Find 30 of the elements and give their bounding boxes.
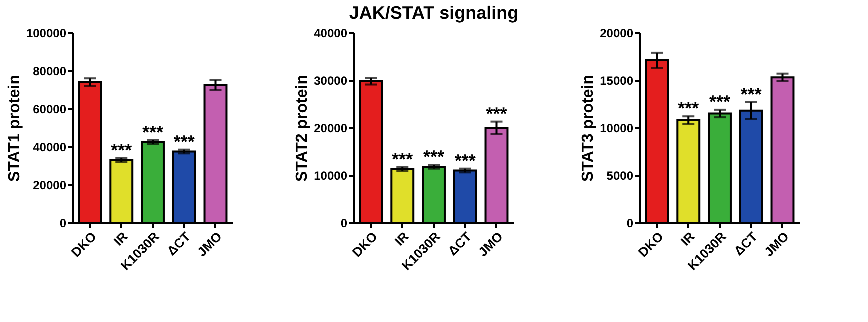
y-tick-label: 0 <box>60 216 67 230</box>
annotation: *** <box>709 92 731 112</box>
annotation: *** <box>174 132 195 152</box>
y-tick-label: 40000 <box>33 140 67 154</box>
annotation: *** <box>111 140 132 160</box>
chart-title: JAK/STAT signaling <box>349 3 519 23</box>
y-tick-label: 40000 <box>314 26 348 40</box>
y-tick-label: 30000 <box>314 74 348 88</box>
y-tick-label: 20000 <box>33 178 67 192</box>
annotation: *** <box>142 122 164 142</box>
y-tick-label: 10000 <box>314 169 348 183</box>
annotation: *** <box>740 84 762 104</box>
y-tick-label: 0 <box>626 216 634 230</box>
y-tick-label: 20000 <box>314 122 348 136</box>
y-tick-label: 100000 <box>26 26 67 40</box>
annotation: *** <box>392 149 414 170</box>
y-axis-title: STAT3 protein <box>580 75 598 182</box>
y-tick-label: 20000 <box>600 26 634 40</box>
y-tick-label: 0 <box>340 216 348 230</box>
y-axis-title: STAT2 protein <box>294 75 312 182</box>
y-tick-label: 60000 <box>33 102 67 116</box>
y-tick-label: 80000 <box>33 64 67 78</box>
y-tick-label: 15000 <box>600 74 634 88</box>
y-tick-label: 5000 <box>606 169 634 183</box>
annotation: *** <box>423 147 445 168</box>
y-axis-title: STAT1 protein <box>6 75 24 182</box>
annotation: *** <box>454 150 476 171</box>
annotation: *** <box>486 104 508 124</box>
annotation: *** <box>678 98 700 119</box>
y-tick-label: 10000 <box>600 122 634 136</box>
